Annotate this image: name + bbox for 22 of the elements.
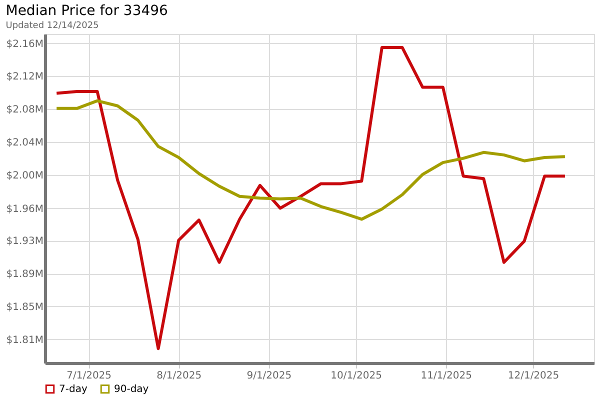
x-tick-label: 7/1/2025: [66, 370, 112, 382]
y-tick-label: $1.85M: [6, 302, 44, 313]
y-tick-label: $1.96M: [6, 204, 44, 215]
chart-subtitle: Updated 12/14/2025: [6, 21, 99, 31]
y-tick-label: $1.89M: [6, 269, 44, 280]
y-tick-label: $2.12M: [6, 72, 44, 83]
y-tick-label: $1.93M: [6, 236, 44, 248]
y-tick-label: $2.00M: [6, 170, 44, 182]
x-tick-label: 8/1/2025: [156, 370, 202, 382]
y-tick-label: $2.16M: [6, 38, 44, 50]
legend-label: 90-day: [114, 384, 149, 396]
x-tick-label: 10/1/2025: [330, 370, 382, 382]
x-tick-label: 12/1/2025: [508, 370, 560, 382]
y-tick-label: $2.08M: [6, 104, 44, 116]
legend-label: 7-day: [59, 384, 88, 396]
y-tick-label: $2.04M: [6, 138, 44, 149]
line-series: [55, 46, 566, 350]
line-series: [55, 99, 566, 221]
x-tick-label: 9/1/2025: [246, 370, 292, 382]
y-tick-label: $1.81M: [6, 334, 44, 346]
x-tick-label: 11/1/2025: [420, 370, 472, 382]
chart-title: Median Price for 33496: [6, 3, 168, 19]
